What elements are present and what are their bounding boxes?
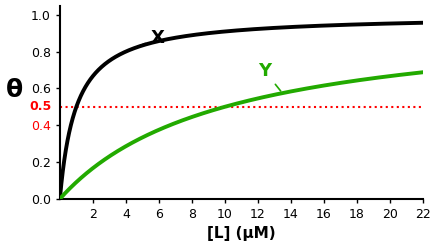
Text: X: X [132, 29, 164, 49]
Text: Y: Y [258, 62, 281, 91]
Y-axis label: θ: θ [6, 78, 23, 102]
Text: 0.5: 0.5 [29, 100, 51, 113]
X-axis label: [L] (μM): [L] (μM) [207, 226, 276, 242]
